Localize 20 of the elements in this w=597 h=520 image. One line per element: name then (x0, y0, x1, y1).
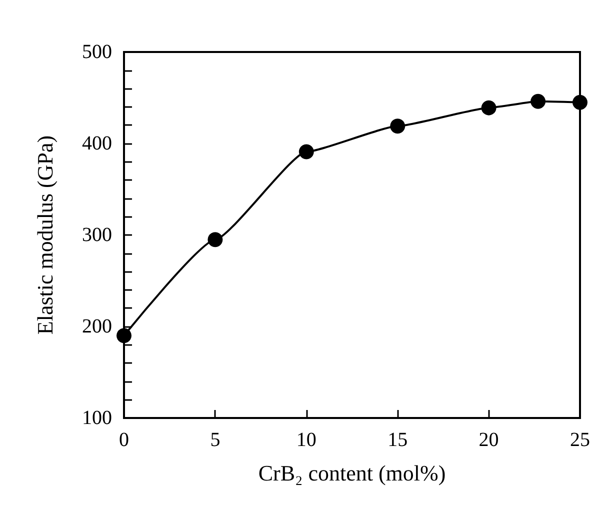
point (481, 100, 496, 116)
x-tick-label: 20 (478, 429, 499, 451)
x-tick-label: 0 (119, 429, 129, 451)
y-tick-label: 200 (82, 316, 112, 338)
y-axis-title: Elastic modulus (GPa) (32, 135, 58, 335)
point (208, 232, 223, 248)
y-tick-label: 300 (82, 224, 112, 246)
y-tick-label: 400 (82, 132, 112, 154)
x-tick-label: 15 (388, 429, 408, 451)
y-tick-label: 100 (82, 407, 112, 429)
point (572, 94, 588, 110)
x-tick-label: 25 (570, 429, 590, 451)
x-tick-label: 5 (210, 429, 220, 451)
point (390, 118, 406, 134)
y-tick-label: 500 (82, 41, 112, 63)
point (116, 328, 132, 344)
point (530, 94, 546, 109)
x-axis-title: CrB₂ content (mol%) (258, 460, 446, 486)
point (298, 144, 314, 160)
x-tick-label: 10 (296, 429, 316, 451)
